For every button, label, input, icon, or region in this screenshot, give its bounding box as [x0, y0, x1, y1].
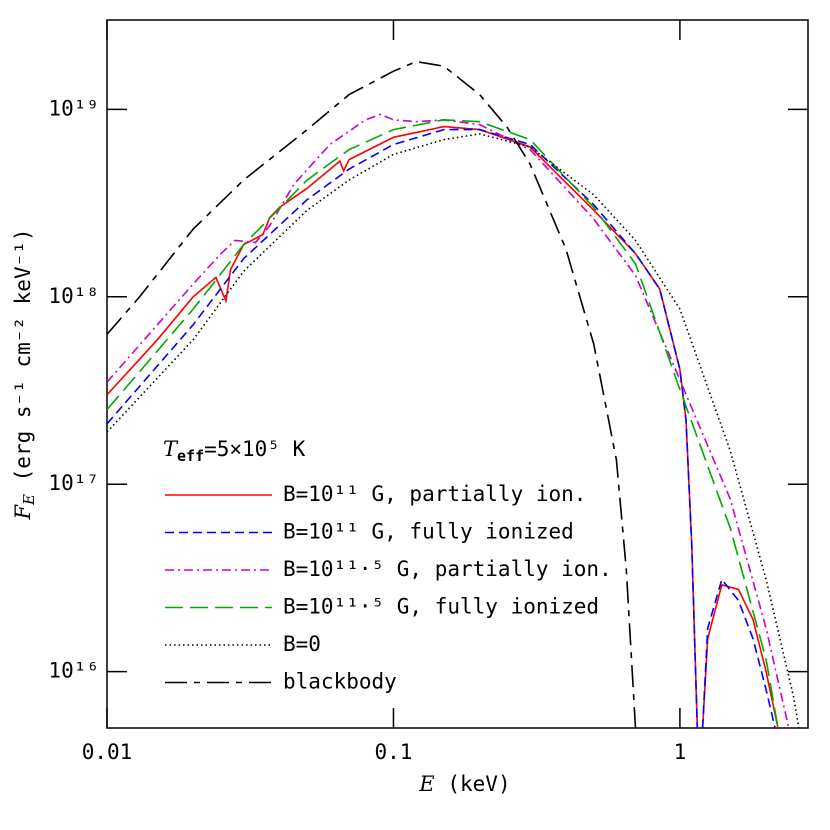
legend-label: B=10¹¹ G, partially ion. [283, 482, 586, 506]
series-line [107, 128, 776, 728]
series-line [107, 113, 790, 728]
x-tick-label: 0.1 [374, 740, 412, 764]
legend-label: blackbody [283, 670, 397, 694]
series-line [107, 118, 779, 728]
annotation-subscript: eff [177, 447, 204, 465]
y-tick-label: 10¹⁶ [48, 659, 99, 683]
x-label-unit: (keV) [435, 772, 511, 796]
legend-label: B=0 [283, 632, 321, 656]
x-label-symbol: E [418, 772, 434, 796]
y-tick-label: 10¹⁸ [48, 284, 99, 308]
legend-label: B=10¹¹·⁵ G, partially ion. [283, 557, 612, 581]
y-tick-label: 10¹⁷ [48, 471, 99, 495]
annotation-symbol: T [163, 437, 179, 461]
plot-lines [107, 60, 800, 728]
annotation-text: =5×10⁵ K [204, 437, 306, 461]
plot-frame [106, 19, 809, 729]
y-label-subscript: E [20, 494, 38, 506]
series-line [107, 60, 637, 728]
y-label-unit: (erg s⁻¹ cm⁻² keV⁻¹) [11, 228, 35, 494]
legend-label: B=10¹¹ G, fully ionized [283, 520, 574, 544]
y-tick-label: 10¹⁹ [48, 96, 99, 120]
x-tick-label: 0.01 [82, 740, 133, 764]
series-line [107, 125, 779, 728]
x-tick-label: 1 [674, 740, 687, 764]
annotation: Teff=5×10⁵ K [163, 437, 306, 465]
y-label-symbol: F [11, 504, 35, 521]
legend-label: B=10¹¹·⁵ G, fully ionized [283, 595, 599, 619]
y-axis-label: FE (erg s⁻¹ cm⁻² keV⁻¹) [11, 228, 39, 520]
x-axis-label: E (keV) [418, 772, 510, 797]
